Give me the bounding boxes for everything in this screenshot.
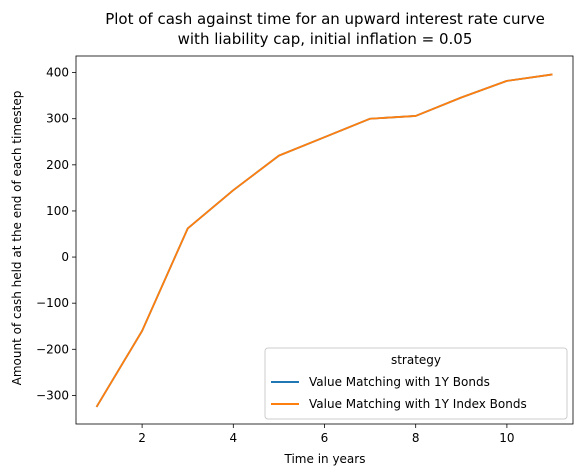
x-tick-label: 8 xyxy=(412,431,420,445)
y-tick-label: −100 xyxy=(36,296,69,310)
x-tick-label: 2 xyxy=(138,431,146,445)
legend-label-1y-index-bonds: Value Matching with 1Y Index Bonds xyxy=(309,397,527,411)
y-tick-label: 300 xyxy=(46,112,69,126)
y-tick-label: 400 xyxy=(46,66,69,80)
legend-title: strategy xyxy=(391,353,441,367)
legend: strategy Value Matching with 1Y Bonds Va… xyxy=(265,348,567,419)
y-tick-label: 200 xyxy=(46,158,69,172)
x-tick-label: 6 xyxy=(321,431,329,445)
legend-label-1y-bonds: Value Matching with 1Y Bonds xyxy=(309,375,490,389)
y-tick-label: 0 xyxy=(61,250,69,264)
chart-title-line-2: with liability cap, initial inflation = … xyxy=(178,30,473,48)
y-axis-label: Amount of cash held at the end of each t… xyxy=(10,91,24,386)
x-tick-label: 10 xyxy=(499,431,514,445)
y-tick-label: −300 xyxy=(36,388,69,402)
x-axis-label: Time in years xyxy=(284,452,366,466)
y-tick-label: −200 xyxy=(36,342,69,356)
y-tick-label: 100 xyxy=(46,204,69,218)
chart-title-line-1: Plot of cash against time for an upward … xyxy=(105,10,545,28)
x-tick-label: 4 xyxy=(229,431,237,445)
